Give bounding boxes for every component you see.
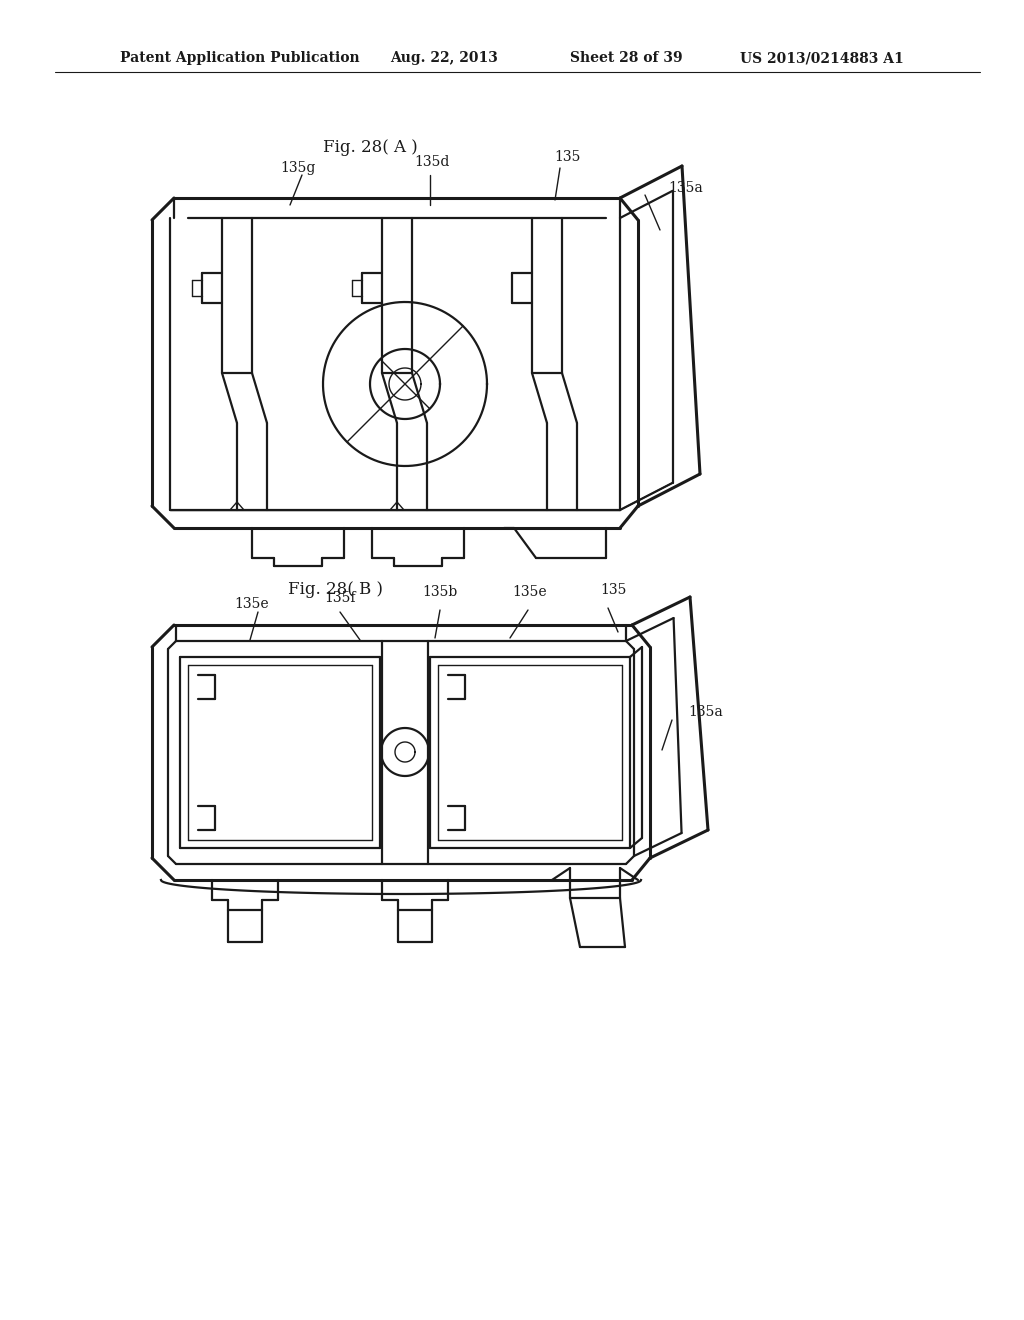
Text: 135f: 135f xyxy=(325,591,355,605)
Text: 135e: 135e xyxy=(234,597,269,611)
Text: Aug. 22, 2013: Aug. 22, 2013 xyxy=(390,51,498,65)
Text: Fig. 28( B ): Fig. 28( B ) xyxy=(288,582,383,598)
Text: 135d: 135d xyxy=(415,154,450,169)
Text: 135b: 135b xyxy=(422,585,458,599)
Text: Patent Application Publication: Patent Application Publication xyxy=(120,51,359,65)
Text: 135e: 135e xyxy=(513,585,547,599)
Text: 135: 135 xyxy=(601,583,627,597)
Text: 135g: 135g xyxy=(281,161,315,176)
Text: 135: 135 xyxy=(554,150,581,164)
Text: Fig. 28( A ): Fig. 28( A ) xyxy=(323,140,418,157)
Text: US 2013/0214883 A1: US 2013/0214883 A1 xyxy=(740,51,904,65)
Text: 135a: 135a xyxy=(688,705,723,719)
Text: 135a: 135a xyxy=(668,181,702,195)
Text: Sheet 28 of 39: Sheet 28 of 39 xyxy=(570,51,683,65)
